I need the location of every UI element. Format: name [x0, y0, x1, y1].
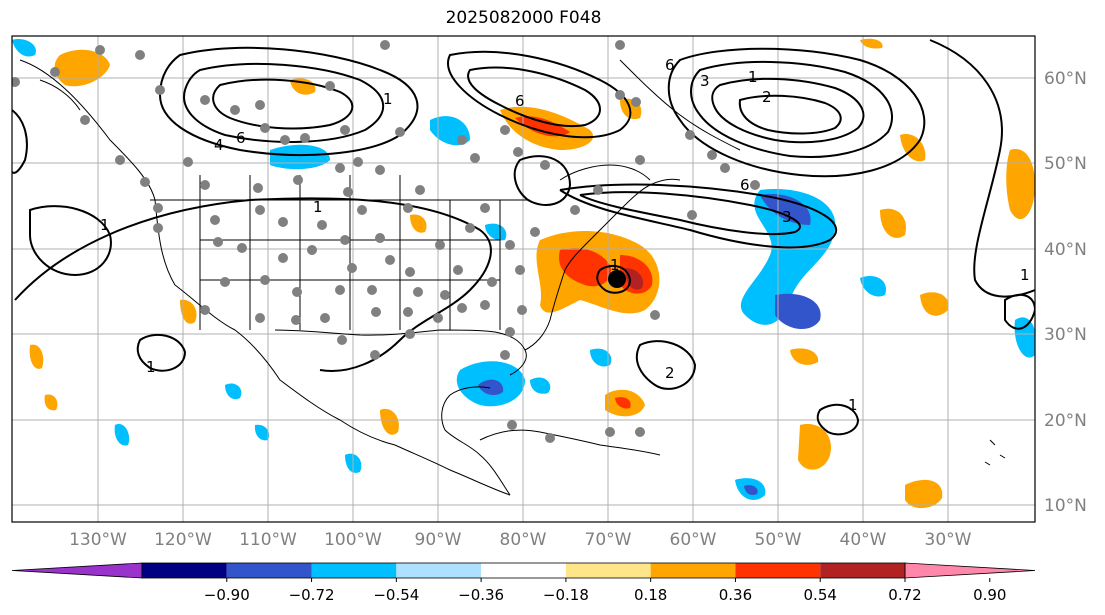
lat-label: 20°N [1044, 411, 1087, 431]
colorbar-segment [311, 563, 397, 578]
colorbar-segment [565, 563, 651, 578]
longitude-labels: 130°W 120°W 110°W 100°W 90°W 80°W 70°W 6… [69, 530, 972, 550]
colorbar-tick-label: 0.54 [804, 586, 837, 604]
colorbar: −0.90 −0.72 −0.54 −0.36 −0.18 0.18 0.36 0.54 0.7… [11, 562, 1036, 604]
contour-label: 6 [665, 56, 675, 74]
colorbar-tick-label: −0.18 [543, 586, 589, 604]
lon-label: 30°W [925, 530, 972, 550]
colorbar-tick-label: −0.36 [458, 586, 504, 604]
contour-label: 6 [515, 92, 525, 110]
lon-label: 80°W [500, 530, 547, 550]
lon-label: 100°W [324, 530, 382, 550]
contour-label: 1 [100, 216, 110, 234]
colorbar-segment [650, 563, 736, 578]
lat-label: 40°N [1044, 240, 1087, 260]
colorbar-segment [481, 563, 566, 578]
colorbar-extend-high [904, 562, 1036, 579]
contour-label: 2 [762, 88, 772, 106]
colorbar-segment [142, 563, 227, 578]
lon-label: 120°W [154, 530, 212, 550]
contour-label: 3 [782, 208, 792, 226]
contour-label: 1 [748, 68, 758, 86]
contour-label: 1 [146, 358, 156, 376]
contour-label: 1 [383, 90, 393, 108]
contour-labels: 1 1 1 1 1 1 2 2 3 3 4 6 6 6 6 1 1 [100, 56, 1030, 414]
lat-label: 60°N [1044, 69, 1087, 89]
colorbar-segment [820, 563, 905, 578]
colorbar-segment [226, 563, 312, 578]
station-dots [12, 40, 760, 443]
colorbar-tick-label: 0.36 [719, 586, 752, 604]
map-frame [11, 35, 1036, 523]
storm-center-marker [608, 270, 626, 288]
lon-label: 130°W [69, 530, 127, 550]
contour-label: 1 [1020, 266, 1030, 284]
colorbar-tick-label: −0.90 [204, 586, 250, 604]
colorbar-tick-label: 0.72 [888, 586, 921, 604]
contour-lines [12, 39, 1035, 436]
colorbar-tick-label: 0.18 [634, 586, 667, 604]
lat-label: 10°N [1044, 496, 1087, 516]
contour-label: 6 [740, 176, 750, 194]
contour-label: 6 [236, 129, 246, 147]
contour-label: 3 [700, 72, 710, 90]
contour-label: 1 [610, 256, 620, 274]
colorbar-tick-label: −0.72 [289, 586, 335, 604]
colorbar-segment [735, 563, 821, 578]
lat-label: 30°N [1044, 325, 1087, 345]
colorbar-tick-label: 0.90 [973, 586, 1006, 604]
contour-label: 1 [313, 198, 323, 216]
colorbar-tick-label: −0.54 [373, 586, 419, 604]
colorbar-outline [141, 562, 906, 579]
lon-label: 60°W [670, 530, 717, 550]
graticule [12, 36, 1035, 522]
colorbar-extend-low [11, 562, 143, 579]
contour-label: 2 [665, 364, 675, 382]
lon-label: 70°W [585, 530, 632, 550]
lat-label: 50°N [1044, 154, 1087, 174]
lon-label: 40°W [840, 530, 887, 550]
colorbar-segment [396, 563, 482, 578]
lon-label: 50°W [755, 530, 802, 550]
map-title: 2025082000 F048 [445, 8, 602, 28]
latitude-labels: 60°N 50°N 40°N 30°N 20°N 10°N [1044, 69, 1087, 516]
lon-label: 90°W [415, 530, 462, 550]
contour-label: 4 [214, 136, 224, 154]
lon-label: 110°W [239, 530, 297, 550]
contour-label: 1 [848, 396, 858, 414]
